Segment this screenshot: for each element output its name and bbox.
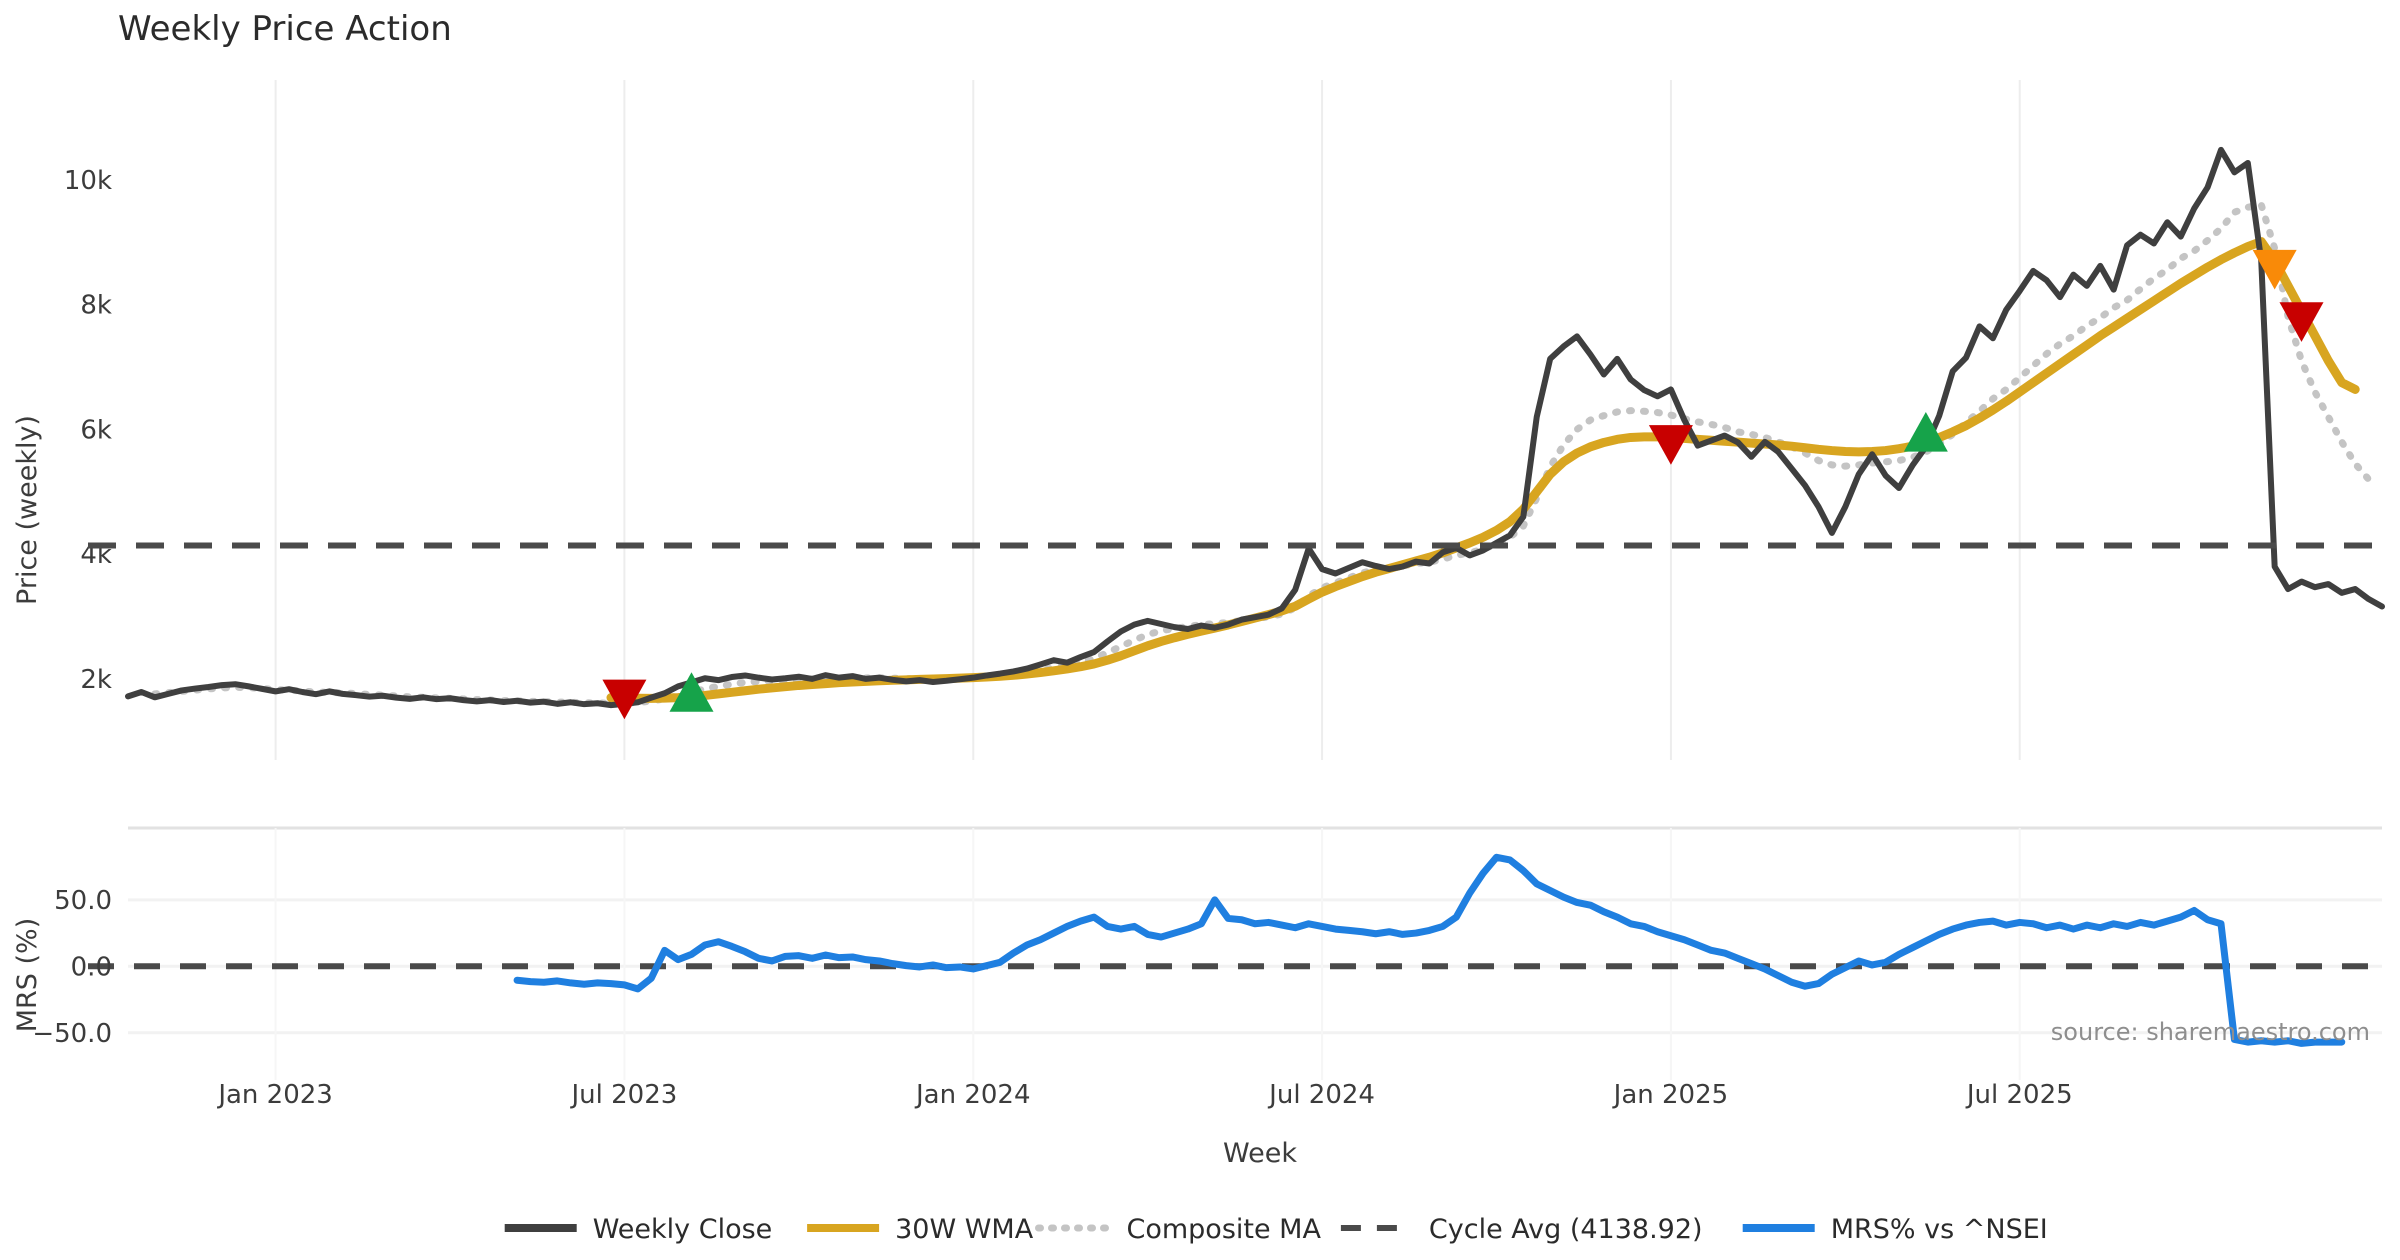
mrs-gridlines [88, 826, 2382, 1080]
price-ytick-label: 8k [80, 291, 112, 321]
x-tick-label: Jul 2023 [570, 1080, 678, 1110]
marker-sell-signal [2279, 302, 2324, 342]
marker-sell-signal [602, 679, 647, 720]
price-y-axis-label: Price (weekly) [12, 415, 43, 605]
marker-buy-signal [1903, 412, 1948, 452]
x-axis-label: Week [1223, 1138, 1297, 1169]
x-tick-label: Jan 2025 [1612, 1080, 1729, 1110]
price-ytick-label: 2k [80, 665, 112, 695]
price-ytick-label: 10k [64, 166, 112, 196]
x-tick-label: Jul 2024 [1267, 1080, 1375, 1110]
mrs-panel: 50.0 0.0 −50.0 MRS (%) source: sharemaestr… [12, 826, 2382, 1080]
legend-item[interactable]: Cycle Avg (4138.92) [1340, 1214, 1703, 1245]
legend-item[interactable]: MRS% vs ^NSEI [1742, 1214, 2048, 1245]
x-tick-label: Jan 2024 [914, 1080, 1031, 1110]
price-gridlines [274, 80, 2021, 760]
mrs-ytick-label: 0.0 [71, 952, 112, 982]
marker-buy-signal [669, 672, 714, 712]
price-ytick-label: 6k [80, 415, 112, 445]
mrs-y-axis-label: MRS (%) [12, 918, 43, 1033]
legend-item[interactable]: Weekly Close [504, 1214, 773, 1245]
legend-label: 30W WMA [895, 1214, 1034, 1245]
mrs-ytick-label: 50.0 [54, 886, 112, 916]
x-axis-tick-labels: Jan 2023 Jul 2023 Jan 2024 Jul 2024 Jan 2025… [216, 1080, 2072, 1110]
x-tick-label: Jan 2023 [216, 1080, 333, 1110]
legend-label: MRS% vs ^NSEI [1831, 1214, 2048, 1245]
series-weekly-close [125, 146, 2385, 709]
mrs-series-group [513, 853, 2346, 1047]
legend-label: Weekly Close [593, 1214, 773, 1245]
marker-exit-signal [2252, 249, 2297, 290]
series-mrs-percent [513, 853, 2346, 1047]
mrs-ytick-labels: 50.0 0.0 −50.0 [32, 886, 112, 1049]
marker-sell-signal [1648, 425, 1693, 465]
x-tick-label: Jul 2025 [1965, 1080, 2073, 1110]
price-series-group [88, 146, 2385, 709]
price-signal-markers [602, 249, 2324, 720]
chart-legend: Weekly Close 30W WMA Composite MA Cycle Avg… [504, 1214, 2048, 1245]
mrs-ytick-label: −50.0 [32, 1019, 112, 1049]
legend-item[interactable]: 30W WMA [807, 1214, 1034, 1245]
legend-label: Composite MA [1127, 1214, 1322, 1245]
source-watermark: source: sharemaestro.com [2051, 1018, 2370, 1046]
legend-label: Cycle Avg (4138.92) [1429, 1214, 1703, 1245]
chart-title: Weekly Price Action [118, 9, 452, 49]
legend-item[interactable]: Composite MA [1035, 1214, 1322, 1245]
